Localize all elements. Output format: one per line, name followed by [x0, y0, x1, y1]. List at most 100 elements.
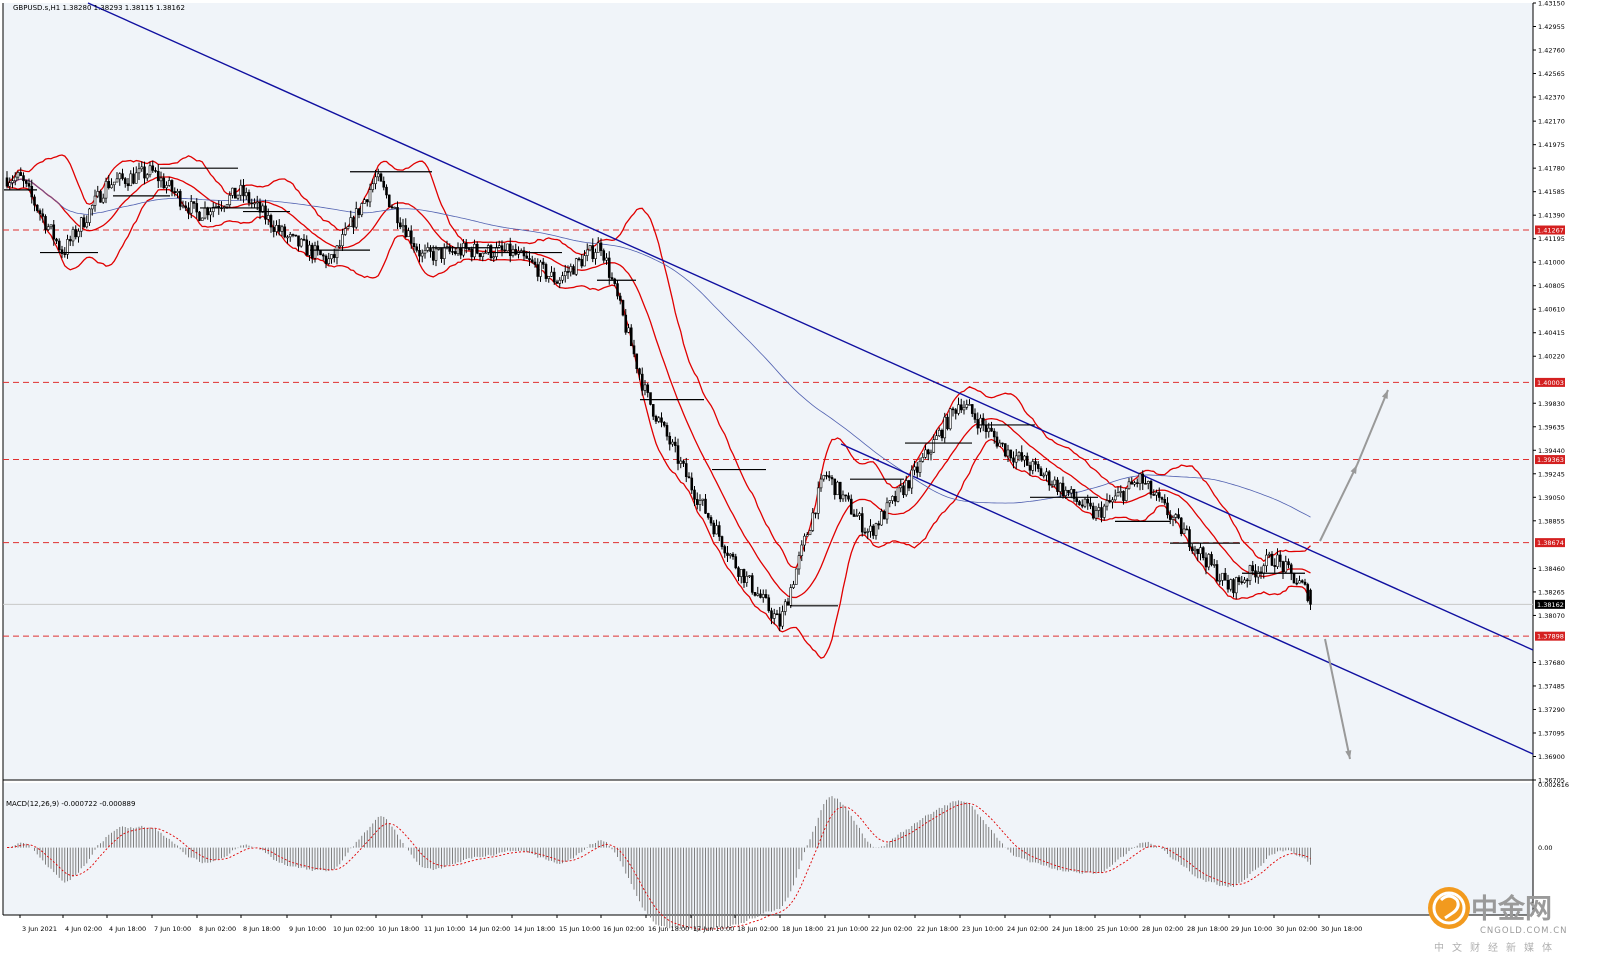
candle-body — [1221, 572, 1224, 581]
candle-body — [844, 494, 848, 497]
candle-body — [1190, 546, 1194, 552]
candle-body — [649, 392, 652, 405]
candle-body — [343, 228, 347, 235]
candle-body — [231, 187, 234, 196]
level-price-tag-label: 1.38674 — [1537, 539, 1564, 547]
candle-body — [1067, 489, 1070, 494]
candle-body — [772, 613, 776, 619]
candle-body — [621, 300, 625, 316]
candle-body — [935, 435, 938, 440]
candle-body — [852, 513, 856, 517]
candle-body — [478, 252, 482, 257]
candle-body — [858, 513, 861, 516]
candle-body — [176, 191, 179, 194]
candle-body — [184, 205, 188, 209]
candle-body — [1306, 584, 1310, 601]
candle-body — [739, 569, 743, 577]
candle-body — [525, 255, 529, 259]
candle-body — [1017, 452, 1021, 457]
candle-body — [398, 222, 402, 228]
candle-body — [882, 511, 886, 520]
price-tick-label: 1.41585 — [1538, 188, 1565, 196]
candle-body — [1265, 554, 1268, 567]
candle-body — [1309, 589, 1312, 605]
candle-body — [324, 255, 328, 264]
candle-body — [404, 225, 408, 238]
candle-body — [847, 495, 850, 500]
candle-body — [242, 184, 245, 197]
candle-body — [82, 217, 86, 228]
candle-body — [1273, 565, 1277, 567]
price-tick-label: 1.40805 — [1538, 282, 1565, 290]
candle-body — [1223, 572, 1227, 581]
candle-body — [723, 546, 727, 554]
candle-body — [577, 258, 581, 261]
price-panel — [3, 3, 1533, 780]
arrow-up-first-leg — [1319, 464, 1358, 542]
candle-body — [618, 295, 622, 301]
candle-body — [451, 251, 454, 253]
candle-body — [462, 242, 465, 256]
candle-body — [918, 461, 922, 473]
candle-body — [233, 187, 237, 199]
candle-body — [1251, 565, 1255, 572]
candle-body — [412, 243, 416, 248]
candle-body — [151, 165, 155, 171]
candle-body — [1270, 553, 1274, 566]
candle-body — [401, 225, 405, 228]
candle-body — [1094, 510, 1098, 519]
price-tick-label: 1.37095 — [1538, 729, 1565, 737]
candle-body — [1023, 455, 1026, 461]
candle-body — [49, 224, 53, 228]
candle-body — [660, 417, 663, 423]
price-tick-label: 1.37680 — [1538, 659, 1565, 667]
candle-body — [1237, 577, 1241, 583]
candle-body — [258, 201, 262, 213]
candle-body — [1111, 499, 1114, 503]
candle-body — [1031, 461, 1035, 471]
candle-body — [63, 253, 67, 255]
macd-caption: MACD(12,26,9) -0.000722 -0.000889 — [6, 800, 135, 808]
descending-trendline — [87, 2, 1534, 651]
candle-body — [1188, 529, 1191, 548]
price-tick-label: 1.42760 — [1538, 47, 1565, 55]
candle-body — [640, 373, 644, 391]
candle-body — [112, 181, 116, 186]
candle-body — [607, 257, 611, 278]
candle-body — [415, 246, 419, 251]
arrow-down — [1324, 638, 1351, 760]
candle-body — [467, 248, 471, 250]
candle-body — [302, 238, 306, 241]
candle-body — [5, 177, 9, 187]
candle-body — [1116, 492, 1120, 497]
candle-body — [484, 252, 487, 255]
candle-body — [750, 575, 754, 593]
candle-body — [992, 430, 996, 438]
candle-body — [1168, 514, 1172, 520]
candle-body — [140, 166, 144, 170]
price-tick-label: 1.39830 — [1538, 400, 1565, 408]
macd-signal-line — [6, 803, 1311, 930]
level-price-tag-label: 1.39363 — [1537, 456, 1564, 464]
candle-body — [277, 225, 281, 232]
candle-body — [668, 435, 672, 445]
candle-body — [357, 208, 361, 216]
candle-body — [1207, 554, 1211, 568]
candle-body — [869, 525, 872, 532]
candle-body — [187, 207, 190, 214]
candle-body — [533, 261, 537, 265]
candle-body — [866, 531, 870, 533]
candle-body — [434, 248, 438, 261]
candle-body — [665, 425, 669, 437]
candle-body — [789, 587, 793, 606]
candle-body — [1215, 564, 1219, 582]
candle-body — [1014, 455, 1018, 463]
candle-body — [1171, 517, 1175, 520]
candle-body — [522, 250, 526, 257]
candle-body — [475, 243, 479, 254]
candle-body — [819, 478, 823, 489]
candle-body — [610, 277, 614, 280]
candle-body — [74, 229, 78, 238]
candle-body — [255, 201, 259, 204]
candle-body — [313, 245, 317, 259]
